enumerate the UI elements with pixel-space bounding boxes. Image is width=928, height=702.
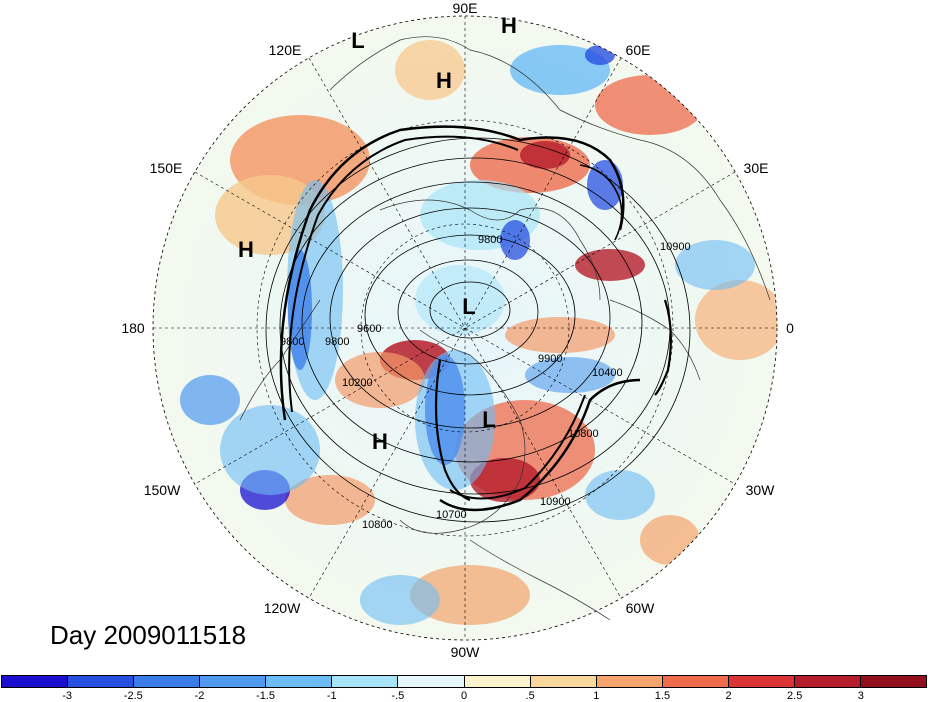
color-legend-tick-label: .5 <box>525 690 535 702</box>
color-legend-tick-label: -2.5 <box>123 690 143 702</box>
longitude-label-150w: 150W <box>143 482 181 498</box>
contour-label: 9900 <box>538 353 562 365</box>
color-legend-tick-label: -1 <box>326 690 337 702</box>
longitude-label-180: 180 <box>121 320 145 336</box>
high-pressure-marker: H <box>501 13 517 38</box>
high-pressure-marker: H <box>372 429 388 454</box>
longitude-label-60e: 60E <box>625 42 651 58</box>
color-legend-swatch <box>794 676 862 687</box>
longitude-label-90e: 90E <box>452 0 478 16</box>
color-legend-swatch <box>332 676 399 687</box>
longitude-label-120w: 120W <box>263 600 301 616</box>
high-pressure-marker: H <box>238 237 254 262</box>
color-legend-tick-label: -3 <box>62 690 73 702</box>
longitude-label-60w: 60W <box>625 600 655 616</box>
map-boundary <box>152 15 778 641</box>
color-legend-tick-label: 1 <box>593 690 600 702</box>
color-legend-swatch <box>728 676 795 687</box>
longitude-label-90w: 90W <box>450 644 480 660</box>
color-legend-bar <box>1 675 927 688</box>
date-title: Day 2009011518 <box>50 620 247 650</box>
color-legend-swatch <box>68 676 135 687</box>
longitude-label-30w: 30W <box>745 482 775 498</box>
longitude-label-150e: 150E <box>149 160 183 176</box>
contour-label: 10800 <box>362 519 393 531</box>
color-legend-tick-label: 2.5 <box>787 690 803 702</box>
contour-label: 9800 <box>325 336 349 348</box>
color-legend-swatch <box>2 676 69 687</box>
color-legend-swatch <box>134 676 201 687</box>
low-pressure-marker: L <box>351 28 365 53</box>
color-legend-swatch <box>266 676 333 687</box>
contour-label: 10400 <box>592 367 623 379</box>
color-legend-swatch <box>662 676 729 687</box>
high-pressure-marker: H <box>436 68 452 93</box>
contour-label: 10700 <box>436 509 467 521</box>
contour-label: 9800 <box>280 336 304 348</box>
contour-label: 10800 <box>568 428 599 440</box>
contour-labels: 9800 9600 10200 9900 10400 10800 10900 1… <box>280 234 691 531</box>
color-legend-swatch <box>861 676 927 687</box>
color-legend-swatch <box>200 676 267 687</box>
contour-label: 10900 <box>540 496 571 508</box>
contour-label: 9600 <box>357 323 381 335</box>
color-legend-swatch <box>398 676 465 687</box>
color-legend-tick-label: -1.5 <box>256 690 276 702</box>
color-legend-swatch <box>596 676 663 687</box>
low-pressure-marker: L <box>462 294 476 319</box>
color-legend-tick-label: 2 <box>725 690 732 702</box>
longitude-label-0: 0 <box>786 320 794 336</box>
color-legend-swatch <box>464 676 531 687</box>
color-legend-tick-label: 0 <box>460 690 468 702</box>
color-legend-tick-label: -2 <box>194 690 205 702</box>
color-legend-tick-label: 3 <box>857 690 864 702</box>
coastlines <box>239 36 771 621</box>
contour-label: 10200 <box>342 377 373 389</box>
contour-label: 10900 <box>660 241 691 253</box>
color-legend-tick-label: -.5 <box>391 690 405 702</box>
longitude-label-120e: 120E <box>268 42 302 58</box>
color-legend-tick-label: 1.5 <box>654 690 671 702</box>
contour-label: 9800 <box>478 234 502 246</box>
color-legend-swatch <box>530 676 597 687</box>
low-pressure-marker: L <box>482 407 496 432</box>
longitude-label-30e: 30E <box>743 160 769 176</box>
height-contours <box>265 125 691 523</box>
